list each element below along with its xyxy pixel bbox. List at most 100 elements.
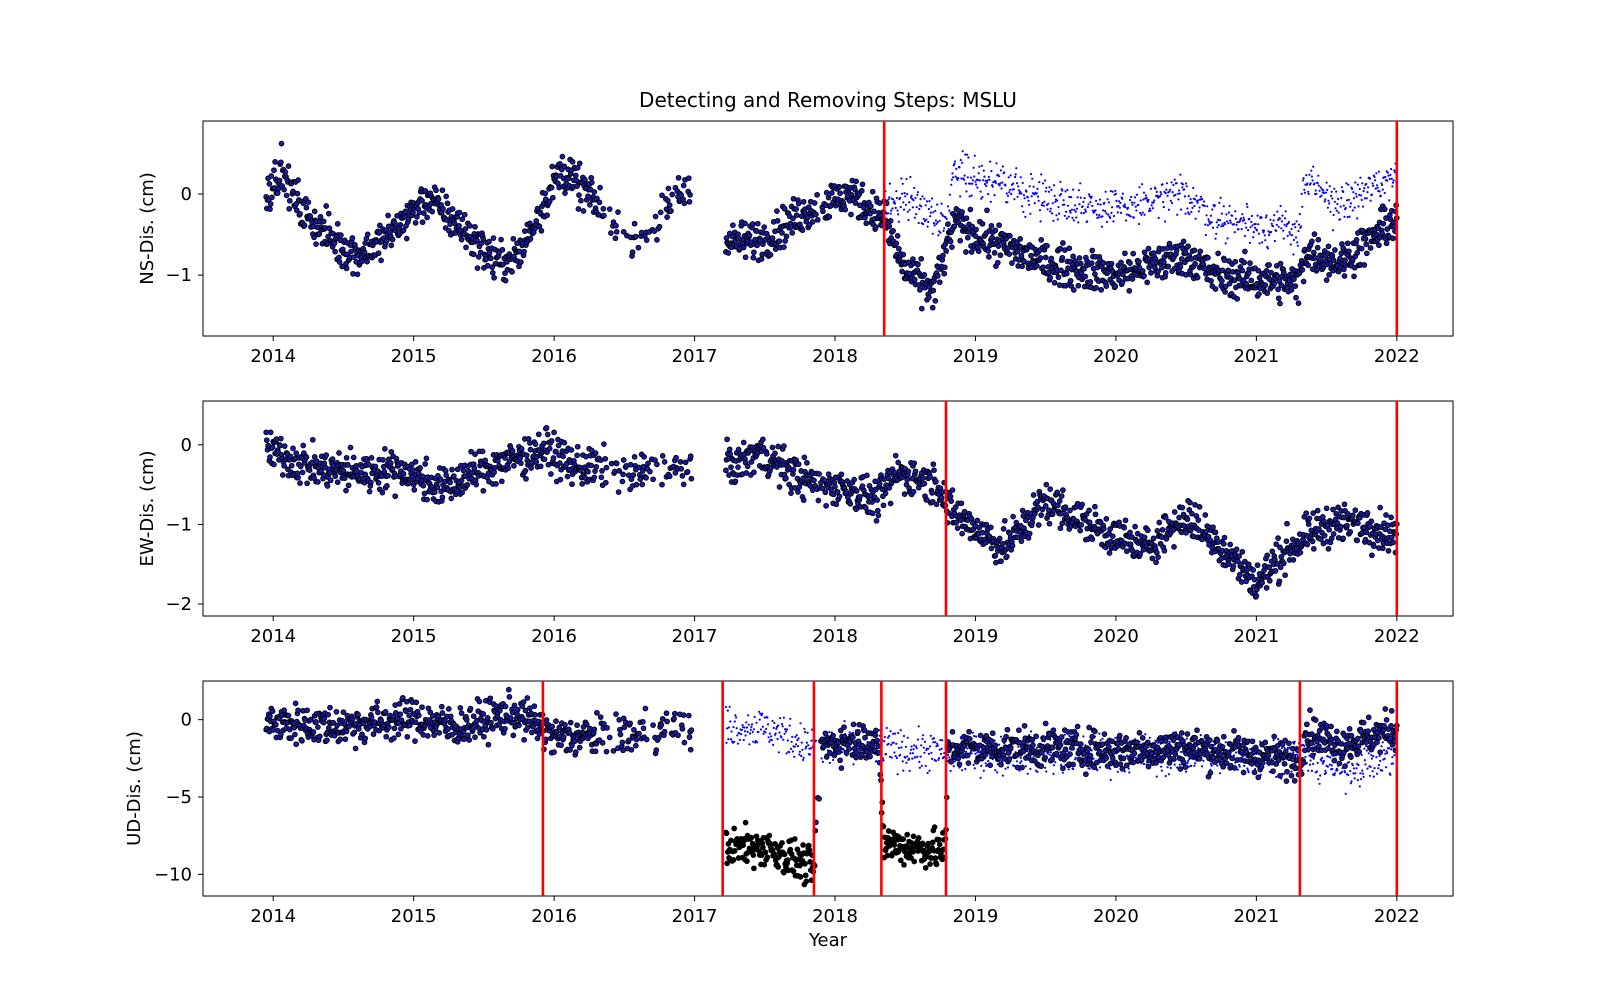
data-point-corrected — [1044, 482, 1049, 487]
data-point-original — [784, 733, 786, 735]
data-point-corrected — [916, 262, 921, 267]
data-point-corrected — [1355, 538, 1360, 543]
data-point-original — [1378, 171, 1380, 173]
data-point-corrected — [995, 260, 1000, 265]
data-point-original — [1251, 215, 1253, 217]
data-point-corrected — [496, 459, 501, 464]
data-point-original — [1170, 181, 1172, 183]
data-point-original — [987, 760, 989, 762]
data-point-original — [1231, 215, 1233, 217]
data-point-original — [1170, 767, 1172, 769]
data-point-original — [965, 183, 967, 185]
data-point-original — [1256, 229, 1258, 231]
data-point-original — [1243, 217, 1245, 219]
data-point-original — [1289, 231, 1291, 233]
y-tick-label: −2 — [165, 594, 192, 615]
data-point-original — [941, 203, 943, 205]
data-point-original — [1354, 181, 1356, 183]
data-point-corrected — [681, 482, 686, 487]
data-point-original — [913, 744, 915, 746]
data-point-corrected — [815, 192, 820, 197]
data-point-corrected — [630, 250, 635, 255]
data-point-original — [1154, 188, 1156, 190]
data-point-corrected — [1156, 269, 1161, 274]
data-point-original — [1165, 189, 1167, 191]
data-point-corrected — [1232, 278, 1237, 283]
data-point-corrected — [812, 478, 817, 483]
data-point-original — [1322, 189, 1324, 191]
data-point-original — [920, 205, 922, 207]
data-point-original — [1260, 217, 1262, 219]
data-point-original — [1358, 194, 1360, 196]
data-point-original — [1290, 243, 1292, 245]
data-point-original — [929, 215, 931, 217]
data-point-original — [922, 223, 924, 225]
data-point-original — [1340, 197, 1342, 199]
data-point-original — [769, 733, 771, 735]
data-point-original — [1072, 189, 1074, 191]
data-point-corrected — [902, 492, 907, 497]
data-point-corrected — [424, 456, 429, 461]
data-point-corrected — [1338, 524, 1343, 529]
data-point-original — [1001, 181, 1003, 183]
data-point-corrected — [921, 476, 926, 481]
data-point-corrected — [931, 462, 936, 467]
data-point-original — [738, 732, 740, 734]
data-point-original — [1068, 735, 1070, 737]
data-point-corrected — [888, 219, 893, 224]
data-point-original — [899, 197, 901, 199]
data-point-original — [778, 751, 780, 753]
data-point-original — [912, 748, 914, 750]
data-point-original — [1277, 738, 1279, 740]
data-point-original — [1015, 167, 1017, 169]
data-point-original — [1172, 184, 1174, 186]
data-point-original — [906, 193, 908, 195]
data-point-original — [893, 200, 895, 202]
data-point-original — [933, 222, 935, 224]
data-point-original — [937, 234, 939, 236]
data-point-corrected — [1324, 506, 1329, 511]
data-point-original — [972, 179, 974, 181]
x-tick-label: 2020 — [1093, 346, 1139, 367]
data-point-corrected — [489, 256, 494, 261]
data-point-original — [1065, 211, 1067, 213]
data-point-original — [1071, 209, 1073, 211]
data-point-original — [1211, 221, 1213, 223]
data-point-corrected — [1101, 260, 1106, 265]
data-point-original — [994, 194, 996, 196]
data-point-corrected — [1011, 514, 1016, 519]
x-tick-label: 2019 — [953, 626, 999, 647]
data-point-corrected — [435, 485, 440, 490]
data-point-original — [901, 741, 903, 743]
data-point-corrected — [1160, 528, 1165, 533]
data-point-corrected — [1381, 221, 1386, 226]
data-point-corrected — [533, 442, 538, 447]
data-point-corrected — [1257, 292, 1262, 297]
data-point-original — [1349, 206, 1351, 208]
data-point-original — [1202, 760, 1204, 762]
data-point-original — [1307, 191, 1309, 193]
data-point-original — [983, 176, 985, 178]
data-point-original — [745, 734, 747, 736]
data-point-corrected — [1278, 301, 1283, 306]
data-point-original — [755, 722, 757, 724]
data-point-original — [954, 160, 956, 162]
data-point-corrected — [1326, 546, 1331, 551]
data-point-original — [758, 711, 760, 713]
data-point-original — [1054, 195, 1056, 197]
data-point-corrected — [373, 464, 378, 469]
data-point-corrected — [1149, 271, 1154, 276]
data-point-corrected — [1355, 251, 1360, 256]
data-point-original — [777, 738, 779, 740]
data-point-corrected — [634, 482, 639, 487]
data-point-corrected — [365, 259, 370, 264]
data-point-original — [1242, 755, 1244, 757]
data-point-original — [748, 724, 750, 726]
data-point-corrected — [1368, 524, 1373, 529]
data-point-original — [1388, 199, 1390, 201]
data-point-original — [1115, 193, 1117, 195]
data-point-original — [902, 183, 904, 185]
data-point-corrected — [534, 219, 539, 224]
data-point-original — [1060, 193, 1062, 195]
data-point-corrected — [1310, 539, 1315, 544]
